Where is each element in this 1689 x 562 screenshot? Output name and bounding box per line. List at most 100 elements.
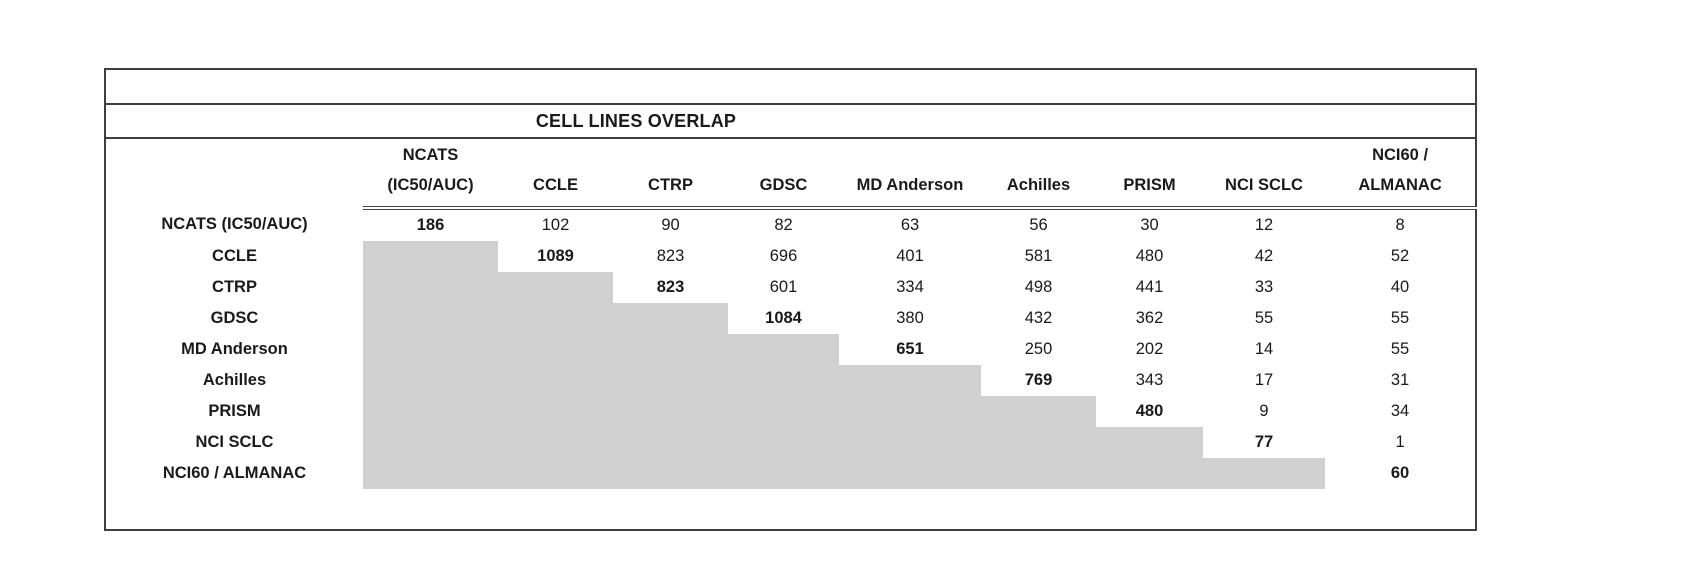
overlap-value-cell: 334 [896,278,924,296]
row-label: GDSC [210,309,259,327]
triangle-fill-cell [839,458,981,489]
overlap-diagonal-cell: 60 [1390,464,1410,482]
triangle-fill-cell [839,365,981,396]
triangle-fill-cell [498,272,613,303]
overlap-value-cell: 55 [1390,309,1410,327]
table-row: NCATS (IC50/AUC) 186 102 90 82 63 56 30 12 8 [105,208,1476,241]
table-row: MD Anderson 651 250 202 14 55 [105,334,1476,365]
triangle-fill-cell [728,365,839,396]
triangle-fill-cell [363,427,498,458]
triangle-fill-cell [981,396,1096,427]
triangle-fill-cell [498,303,613,334]
header-row: NCATS (IC50/AUC) CCLE CTRP GDSC MD Anderson Ac… [105,138,1477,210]
overlap-diagonal-cell: 1089 [537,247,574,265]
column-header-line: CTRP [648,175,693,194]
overlap-value-cell: 362 [1135,309,1164,327]
overlap-value-cell: 52 [1390,247,1410,265]
triangle-fill-cell [1203,458,1325,489]
table-row: CCLE 1089 823 696 401 581 480 42 52 [105,241,1476,272]
overlap-value-cell: 480 [1135,247,1164,265]
empty-top-cell [105,69,1477,105]
triangle-fill-cell [839,427,981,458]
table-row: PRISM 480 9 34 [105,396,1476,427]
column-header-line: Achilles [1006,175,1071,194]
overlap-diagonal-cell: 480 [1135,402,1164,420]
column-header-line: GDSC [759,175,808,194]
overlap-table: CELL LINES OVERLAP NCATS (IC50/AUC) CCLE CT… [104,68,1478,531]
column-header: NCI60 / ALMANAC [1325,138,1477,210]
overlap-value-cell: 250 [1024,340,1053,358]
column-header: PRISM [1096,138,1203,210]
triangle-fill-cell [498,458,613,489]
triangle-fill-cell [1096,427,1203,458]
column-header-line: ALMANAC [1358,175,1442,194]
triangle-fill-cell [363,334,498,365]
triangle-fill-cell [613,365,728,396]
triangle-fill-cell [981,458,1096,489]
column-header-line: PRISM [1123,175,1176,194]
triangle-fill-cell [728,427,839,458]
column-header-line: MD Anderson [856,175,964,194]
column-header: CTRP [613,138,728,210]
overlap-value-cell: 441 [1135,278,1164,296]
row-label: CCLE [212,247,257,265]
overlap-value-cell: 8 [1395,216,1405,234]
table-title: CELL LINES OVERLAP [535,110,737,131]
table-row: NCI60 / ALMANAC 60 [105,458,1476,489]
triangle-fill-cell [981,427,1096,458]
row-label: Achilles [202,371,267,389]
column-header-line: CCLE [533,175,578,194]
triangle-fill-cell [363,458,498,489]
title-cell: CELL LINES OVERLAP [105,104,1477,139]
overlap-value-cell: 55 [1390,340,1410,358]
table-row: CTRP 823 601 334 498 441 33 40 [105,272,1476,303]
overlap-diagonal-cell: 769 [1024,371,1053,389]
triangle-fill-cell [363,303,498,334]
overlap-value-cell: 401 [896,247,924,265]
column-header: GDSC [728,138,839,210]
overlap-value-cell: 380 [896,309,924,327]
row-label: NCATS (IC50/AUC) [161,215,308,233]
table-row: Achilles 769 343 17 31 [105,365,1476,396]
overlap-value-cell: 1 [1395,433,1405,451]
triangle-fill-cell [613,334,728,365]
triangle-fill-cell [498,334,613,365]
empty-bottom-row [105,489,1476,530]
triangle-fill-cell [728,458,839,489]
overlap-value-cell: 14 [1254,340,1274,358]
overlap-value-cell: 40 [1390,278,1410,296]
triangle-fill-cell [613,303,728,334]
triangle-fill-cell [363,272,498,303]
triangle-fill-cell [839,396,981,427]
overlap-diagonal-cell: 186 [416,216,445,234]
column-header: Achilles [981,138,1096,210]
triangle-fill-cell [613,458,728,489]
triangle-fill-cell [728,396,839,427]
triangle-fill-cell [613,396,728,427]
column-header-line: NCI SCLC [1225,175,1303,194]
overlap-value-cell: 102 [541,216,570,234]
overlap-value-cell: 82 [774,216,793,234]
triangle-fill-cell [498,365,613,396]
overlap-value-cell: 498 [1024,278,1053,296]
overlap-value-cell: 202 [1135,340,1164,358]
overlap-value-cell: 63 [900,216,920,234]
row-label: MD Anderson [181,340,288,358]
row-label: NCI SCLC [195,433,274,451]
column-header-line: NCI60 / [1372,145,1429,164]
column-header: CCLE [498,138,613,210]
title-row: CELL LINES OVERLAP [105,104,1477,139]
table-row: GDSC 1084 380 432 362 55 55 [105,303,1476,334]
row-label: PRISM [208,402,261,420]
overlap-value-cell: 34 [1390,402,1410,420]
column-header-line: NCATS [402,145,459,164]
overlap-value-cell: 9 [1259,402,1269,420]
overlap-value-cell: 42 [1254,247,1274,265]
row-label: NCI60 / ALMANAC [162,464,307,482]
overlap-value-cell: 33 [1254,278,1274,296]
overlap-value-cell: 30 [1140,216,1159,234]
column-header: NCI SCLC [1203,138,1325,210]
overlap-value-cell: 31 [1390,371,1410,389]
empty-bottom-cell [105,489,1476,530]
